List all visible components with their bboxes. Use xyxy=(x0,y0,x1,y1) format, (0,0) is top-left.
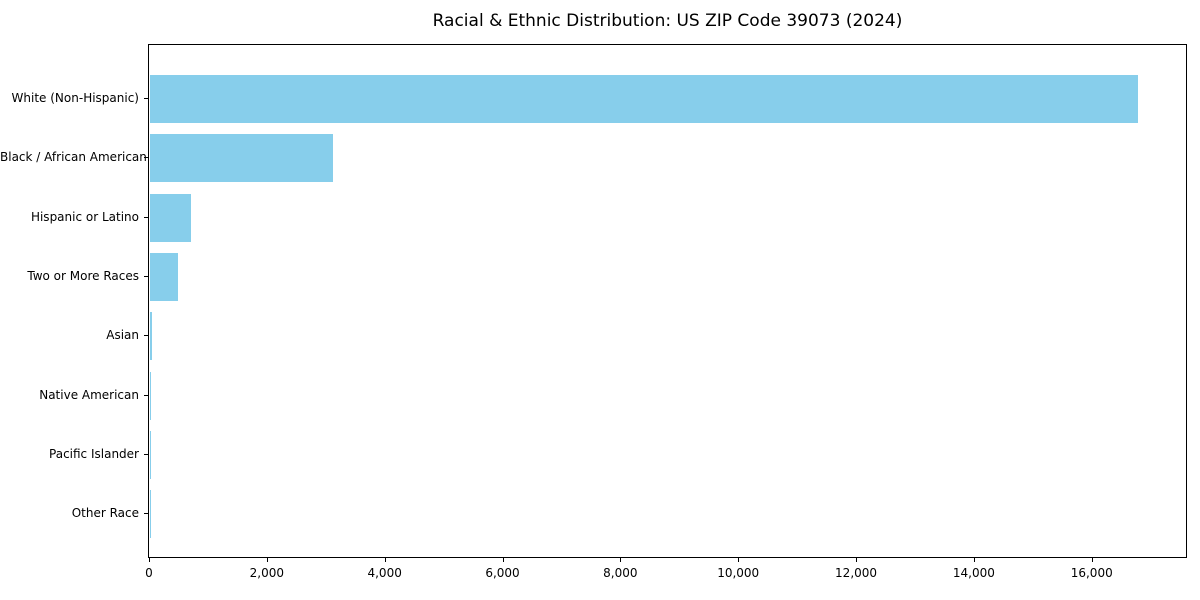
x-tick-label-14-000: 14,000 xyxy=(952,566,995,580)
x-tick-label-6-000: 6,000 xyxy=(485,566,520,580)
x-tick-mark xyxy=(1091,558,1093,562)
x-tick-mark xyxy=(856,558,858,562)
x-tick-label-12-000: 12,000 xyxy=(835,566,878,580)
bar-two-or-more-races xyxy=(150,253,179,302)
bar-asian xyxy=(150,312,152,361)
y-tick-label-white-non-hispanic: White (Non-Hispanic) xyxy=(11,91,139,105)
bar-hispanic-or-latino xyxy=(150,193,192,242)
x-tick-label-2-000: 2,000 xyxy=(249,566,284,580)
y-tick-label-pacific-islander: Pacific Islander xyxy=(49,447,139,462)
bar-black-african-american xyxy=(150,134,333,183)
x-tick-label-10-000: 10,000 xyxy=(717,566,760,580)
x-tick-mark xyxy=(266,558,268,562)
y-tick-mark xyxy=(144,394,148,396)
y-tick-label-hispanic-or-latino: Hispanic or Latino xyxy=(30,209,139,224)
x-tick-label-0: 0 xyxy=(145,566,153,580)
chart-title: Racial & Ethnic Distribution: US ZIP Cod… xyxy=(432,11,903,31)
x-tick-mark xyxy=(620,558,622,562)
y-tick-label-other-race: Other Race xyxy=(71,506,139,521)
y-tick-mark xyxy=(144,276,148,278)
plot-area xyxy=(148,44,1187,558)
y-tick-label-asian: Asian xyxy=(106,328,139,343)
y-tick-mark xyxy=(144,454,148,456)
x-tick-label-8-000: 8,000 xyxy=(603,566,638,580)
y-tick-mark xyxy=(144,335,148,337)
y-tick-mark xyxy=(144,157,148,159)
x-tick-mark xyxy=(738,558,740,562)
x-tick-label-4-000: 4,000 xyxy=(367,566,402,580)
y-tick-label-two-or-more-races: Two or More Races xyxy=(27,269,139,284)
x-tick-label-16-000: 16,000 xyxy=(1070,566,1113,580)
x-tick-mark xyxy=(149,558,150,562)
x-tick-mark xyxy=(384,558,386,562)
x-tick-mark xyxy=(502,558,504,562)
y-tick-mark xyxy=(144,98,148,99)
y-tick-label-native-american: Native American xyxy=(39,387,139,402)
y-tick-label-black-african-american: Black / African American xyxy=(0,150,147,165)
y-tick-mark xyxy=(144,513,148,515)
y-tick-mark xyxy=(144,216,148,218)
bar-white-non-hispanic xyxy=(150,75,1139,123)
bar-native-american xyxy=(150,371,151,420)
x-tick-mark xyxy=(973,558,975,562)
